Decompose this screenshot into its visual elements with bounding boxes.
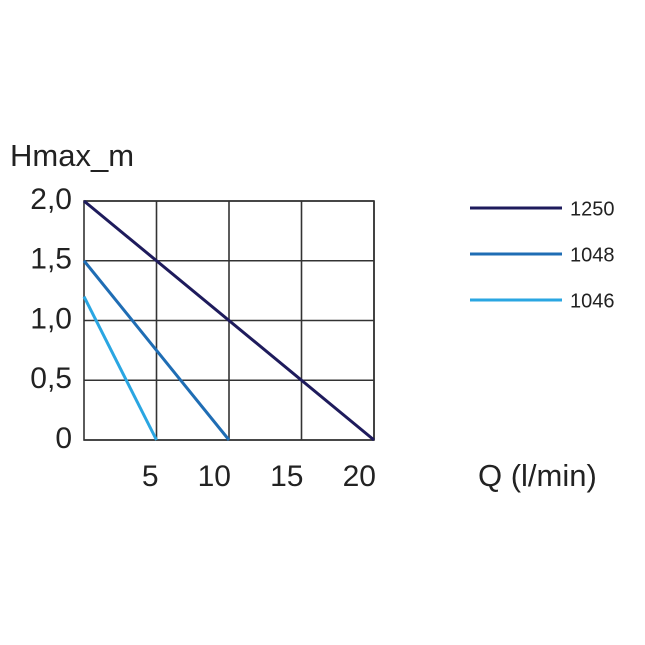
y-tick-label: 2,0 — [30, 183, 72, 216]
y-tick-label: 0,5 — [30, 362, 72, 395]
x-tick-label: 5 — [142, 460, 159, 493]
series-line — [82, 259, 231, 441]
y-tick-label: 0 — [55, 422, 72, 455]
legend-label: 1046 — [570, 290, 615, 312]
series-line — [83, 199, 375, 442]
series-line — [82, 295, 158, 441]
y-axis-title: Hmax_m — [10, 138, 134, 173]
y-tick-label: 1,5 — [30, 243, 72, 276]
x-axis-title: Q (l/min) — [478, 458, 597, 493]
legend-label: 1048 — [570, 244, 615, 266]
y-tick-label: 1,0 — [30, 302, 72, 335]
x-tick-label: 15 — [270, 460, 303, 493]
legend-label: 1250 — [570, 198, 615, 220]
x-tick-label: 10 — [198, 460, 231, 493]
x-tick-label: 20 — [343, 460, 376, 493]
